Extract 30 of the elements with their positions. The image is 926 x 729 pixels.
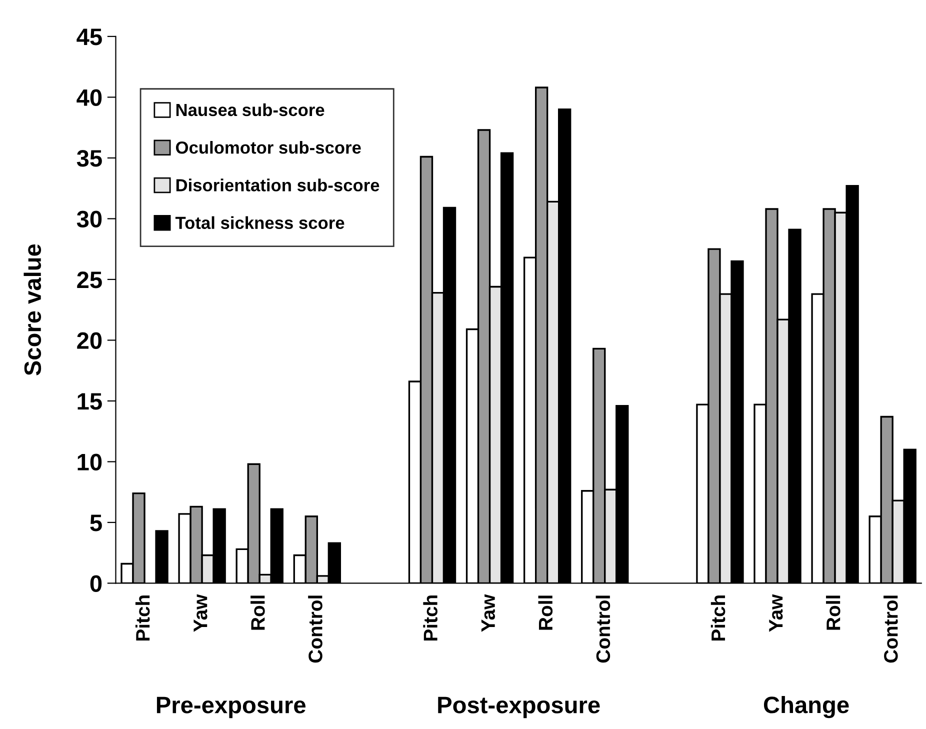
x-tick-label: Yaw <box>481 594 496 632</box>
x-tick-label: Yaw <box>769 594 783 632</box>
x-tick-label: Control <box>884 596 898 663</box>
legend-label: Total sickness score <box>175 216 344 230</box>
y-tick-label: 5 <box>90 514 102 532</box>
text: Change <box>764 696 849 718</box>
y-tick-label: 20 <box>77 332 102 349</box>
y-tick-label: 35 <box>76 150 102 167</box>
x-tick-label: Roll <box>826 596 840 630</box>
y-tick-label: 10 <box>78 454 102 470</box>
y-tick-label: 25 <box>77 272 102 288</box>
x-tick-label: Control <box>596 596 610 663</box>
text: Pre-exposure <box>156 696 306 718</box>
legend-label: Disorientation sub-score <box>176 178 380 192</box>
legend-label: Oculomotor sub-score <box>176 141 361 154</box>
x-tick-label: Pitch <box>135 596 150 641</box>
y-tick-label: 30 <box>76 210 102 228</box>
x-tick-label: Roll <box>250 596 265 630</box>
y-tick-label: 15 <box>78 393 102 410</box>
y-tick-label: 40 <box>76 89 102 106</box>
legend-label: Nausea sub-score <box>176 103 324 116</box>
x-tick-label: Pitch <box>710 596 726 641</box>
x-tick-label: Yaw <box>194 594 208 632</box>
y-tick-label: 0 <box>90 575 102 592</box>
x-tick-label: Control <box>308 596 322 663</box>
y-tick-label: 45 <box>76 28 102 46</box>
x-tick-label: Roll <box>538 596 553 630</box>
text: Post-exposure <box>438 696 600 718</box>
y-axis-title: Score value <box>24 244 42 376</box>
x-tick-label: Pitch <box>423 596 438 641</box>
